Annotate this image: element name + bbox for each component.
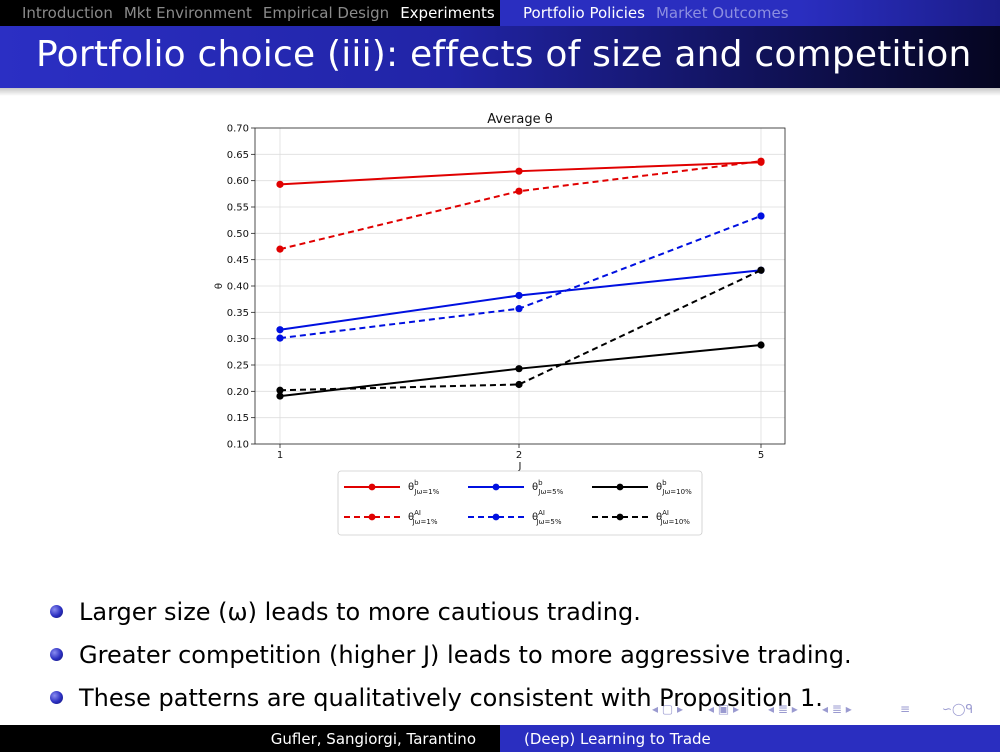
x-tick-label: 5	[758, 450, 764, 461]
y-axis-label: θ	[214, 283, 225, 289]
nav-subsection-portfolio-policies[interactable]: Portfolio Policies	[523, 4, 645, 22]
y-tick-label: 0.35	[227, 308, 249, 319]
bullet-text: Larger size (ω) leads to more cautious t…	[79, 597, 641, 626]
series-point	[515, 380, 523, 389]
subsection-navbar: Portfolio Policies Market Outcomes	[500, 0, 1000, 26]
section-navbar-left: Introduction Mkt Environment Empirical D…	[0, 0, 500, 26]
legend-label: θb Jω=5%	[532, 479, 564, 496]
series-point	[515, 187, 523, 195]
title-shadow	[0, 88, 1000, 96]
y-tick-label: 0.55	[227, 203, 249, 214]
chart-title: Average θ	[487, 112, 553, 127]
series-point	[276, 334, 284, 342]
legend-label: θAI Jω=10%	[656, 509, 690, 526]
legend-label: θb Jω=1%	[408, 479, 440, 496]
series-point	[276, 386, 284, 394]
series-point	[515, 167, 523, 175]
series-point	[757, 157, 765, 165]
legend-label: θb Jω=10%	[656, 479, 692, 496]
bullet-list: Larger size (ω) leads to more cautious t…	[50, 590, 970, 719]
series-line	[279, 269, 762, 331]
y-tick-layer: 0.10 0.15 0.20 0.25 0.30 0.35 0.40 0.45 0.50 0.55…	[227, 124, 255, 451]
nav-subsection-icon[interactable]: ◂ ≣ ▸	[768, 702, 798, 716]
bullet-item: These patterns are qualitatively consist…	[50, 676, 970, 719]
legend-label: θAI Jω=5%	[532, 509, 562, 526]
bullet-dot-icon	[50, 648, 63, 661]
nav-section-experiments[interactable]: Experiments	[400, 4, 495, 22]
series-point	[515, 291, 523, 300]
bullet-text: Greater competition (higher J) leads to …	[79, 640, 852, 669]
x-tick-layer: 1 2 5	[277, 444, 764, 461]
series-layer	[276, 157, 765, 400]
y-tick-label: 0.10	[227, 440, 249, 451]
search-icon[interactable]: ∽◯ᑫ	[942, 702, 974, 716]
footer-authors: Gufler, Sangiorgi, Tarantino	[0, 725, 500, 752]
y-tick-label: 0.30	[227, 334, 249, 345]
title-bar: Portfolio choice (iii): effects of size …	[0, 26, 1000, 88]
legend-swatch-point	[616, 483, 624, 491]
x-tick-label: 1	[277, 450, 283, 461]
series-point	[276, 180, 284, 188]
footer: Gufler, Sangiorgi, Tarantino (Deep) Lear…	[0, 725, 1000, 752]
series-point	[757, 266, 765, 274]
bullet-text: These patterns are qualitatively consist…	[79, 683, 823, 712]
y-tick-label: 0.65	[227, 150, 249, 161]
legend-swatch-point	[492, 483, 500, 491]
nav-subsection-icon[interactable]: ◂ ▣ ▸	[708, 702, 740, 716]
y-tick-label: 0.60	[227, 176, 249, 187]
legend-swatch-point	[616, 513, 624, 521]
y-tick-label: 0.70	[227, 124, 249, 135]
slide-title: Portfolio choice (iii): effects of size …	[36, 34, 972, 75]
chart-legend: θb Jω=1% θb Jω=5% θb Jω=10% θAI Jω=1% θAI Jω=5% θA…	[337, 470, 703, 536]
legend-swatch-point	[368, 513, 376, 521]
y-tick-label: 0.40	[227, 282, 249, 293]
bullet-item: Greater competition (higher J) leads to …	[50, 633, 970, 676]
nav-section-icon[interactable]: ◂ ≣ ▸	[822, 702, 852, 716]
series-point	[276, 392, 284, 400]
nav-section-mkt-environment[interactable]: Mkt Environment	[123, 4, 252, 22]
section-navbar: Introduction Mkt Environment Empirical D…	[0, 0, 1000, 26]
footer-talk-title: (Deep) Learning to Trade	[500, 725, 1000, 752]
nav-section-empirical-design[interactable]: Empirical Design	[262, 4, 390, 22]
bullet-dot-icon	[50, 691, 63, 704]
bullet-item: Larger size (ω) leads to more cautious t…	[50, 590, 970, 633]
y-tick-label: 0.20	[227, 387, 249, 398]
x-axis-label: J	[518, 461, 522, 472]
series-point	[276, 245, 284, 253]
legend-label: θAI Jω=1%	[408, 509, 438, 526]
nav-subsection-market-outcomes[interactable]: Market Outcomes	[655, 4, 789, 22]
x-tick-label: 2	[516, 450, 522, 461]
nav-frame-left-icon[interactable]: ◂ ▢ ▸	[652, 702, 684, 716]
legend-swatch-point	[368, 483, 376, 491]
series-point	[515, 365, 523, 373]
theta-chart: 0.10 0.15 0.20 0.25 0.30 0.35 0.40 0.45 0.50 0.55…	[196, 104, 800, 544]
y-tick-label: 0.15	[227, 413, 249, 424]
chart-svg: 0.10 0.15 0.20 0.25 0.30 0.35 0.40 0.45 0.50 0.55…	[214, 112, 786, 536]
y-tick-label: 0.50	[227, 229, 249, 240]
y-tick-label: 0.45	[227, 255, 249, 266]
bullet-dot-icon	[50, 605, 63, 618]
legend-frame	[337, 470, 703, 536]
nav-section-introduction[interactable]: Introduction	[22, 4, 113, 22]
series-point	[757, 212, 765, 220]
series-point	[515, 305, 523, 313]
series-point	[276, 326, 284, 334]
y-tick-label: 0.25	[227, 361, 249, 372]
grid-layer	[255, 127, 785, 445]
legend-swatch-point	[492, 513, 500, 521]
series-point	[757, 341, 765, 349]
nav-align-icon[interactable]: ≡	[900, 702, 911, 716]
